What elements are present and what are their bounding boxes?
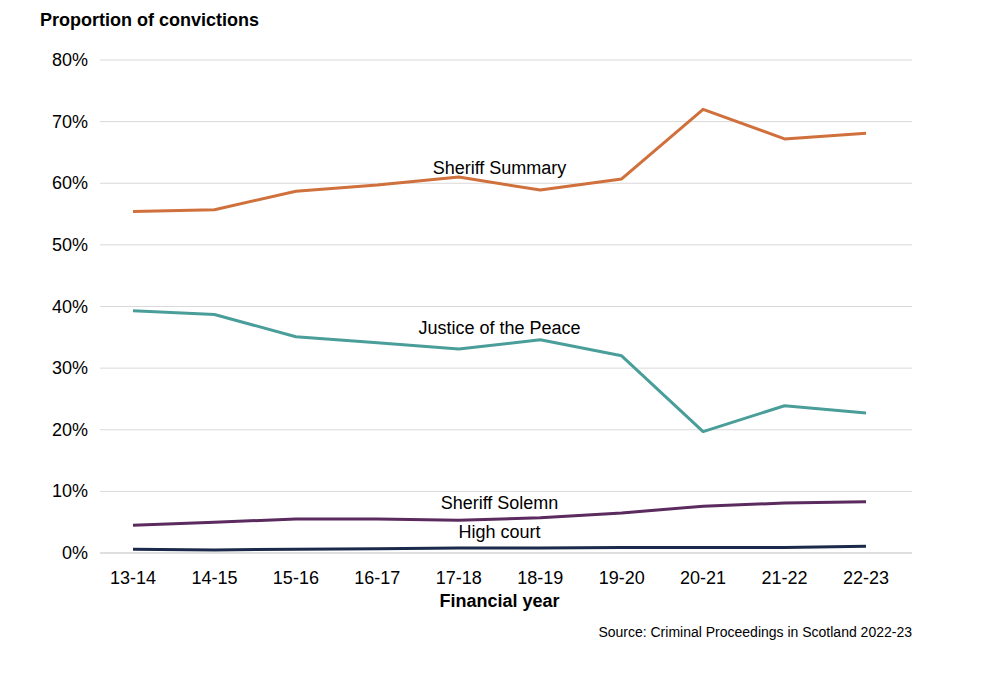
x-tick-label: 15-16 [273, 568, 319, 588]
grid-line [100, 121, 912, 122]
series-label: Sheriff Summary [433, 158, 567, 178]
grid-line [100, 306, 912, 307]
y-axis-title: Proportion of convictions [40, 10, 259, 30]
series-label: Justice of the Peace [418, 318, 580, 338]
grid-line [100, 244, 912, 245]
x-axis-title: Financial year [439, 591, 559, 611]
y-tick-label: 50% [52, 235, 88, 255]
grid-line [100, 429, 912, 430]
x-tick-label: 21-22 [762, 568, 808, 588]
y-tick-label: 80% [52, 50, 88, 70]
x-tick-label: 22-23 [843, 568, 889, 588]
x-tick-label: 14-15 [191, 568, 237, 588]
x-tick-label: 20-21 [680, 568, 726, 588]
plot-area [133, 109, 866, 550]
x-tick-label: 17-18 [436, 568, 482, 588]
grid-line [100, 553, 912, 554]
series-label: Sheriff Solemn [441, 493, 559, 513]
y-tick-label: 0% [62, 543, 88, 563]
y-tick-label: 20% [52, 420, 88, 440]
series-label: High court [458, 522, 540, 542]
y-tick-label: 70% [52, 112, 88, 132]
chart: 0% 10% 20% 30% 40% 50% 60% 70% 80% 13-14 14-15 15-1… [0, 0, 988, 676]
source-note: Source: Criminal Proceedings in Scotland… [598, 624, 912, 640]
x-tick-label: 18-19 [517, 568, 563, 588]
x-tick-label: 16-17 [354, 568, 400, 588]
grid-line [100, 491, 912, 492]
series-line [133, 546, 866, 550]
series-line [133, 311, 866, 432]
series-line [133, 109, 866, 211]
grid-line [100, 60, 912, 61]
x-tick-label: 13-14 [110, 568, 156, 588]
grid-line [100, 368, 912, 369]
y-tick-label: 40% [52, 297, 88, 317]
y-tick-label: 30% [52, 358, 88, 378]
y-tick-label: 10% [52, 481, 88, 501]
y-tick-label: 60% [52, 173, 88, 193]
x-tick-label: 19-20 [599, 568, 645, 588]
